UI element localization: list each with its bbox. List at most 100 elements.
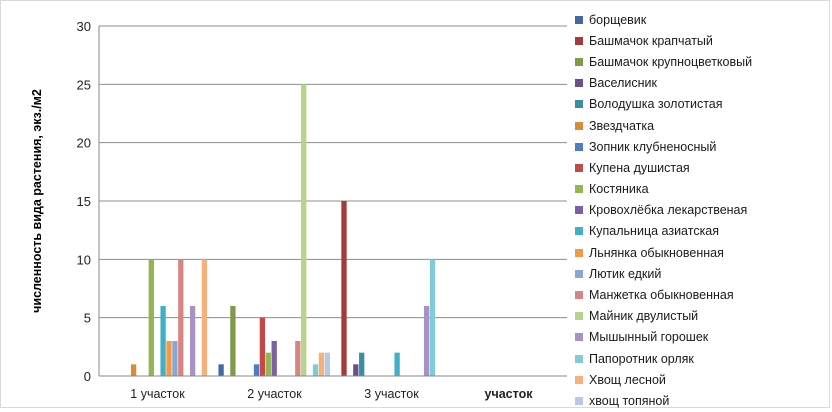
legend-swatch xyxy=(575,185,583,194)
legend-label: Башмачок крапчатый xyxy=(589,33,713,48)
bar xyxy=(218,364,224,376)
legend-swatch xyxy=(575,57,583,66)
y-tick-labels: 0 5 10 15 20 25 30 xyxy=(77,19,91,384)
bar xyxy=(178,259,184,376)
y-tick-label: 5 xyxy=(84,311,91,326)
bar xyxy=(312,364,319,376)
legend-label: Папоротник орляк xyxy=(589,351,694,366)
legend-item: Купальница азиатская xyxy=(575,221,831,242)
legend-swatch xyxy=(575,375,583,384)
legend-item: Майник двулистый xyxy=(575,306,831,327)
bar xyxy=(230,306,236,376)
bar xyxy=(259,317,266,376)
legend-swatch xyxy=(575,100,583,109)
legend-item: борщевик xyxy=(575,9,831,30)
legend-item: Володушка золотистая xyxy=(575,94,831,115)
bar xyxy=(189,306,196,376)
bars xyxy=(130,84,436,376)
bar xyxy=(423,306,430,376)
legend-swatch xyxy=(575,291,583,300)
legend-swatch xyxy=(575,396,583,405)
bar xyxy=(265,352,271,376)
legend-label: Васелисник xyxy=(589,76,657,91)
bar xyxy=(201,259,208,376)
legend-label: Мышынный горошек xyxy=(589,330,709,345)
bar xyxy=(166,341,172,376)
legend-item: Лютик едкий xyxy=(575,263,831,284)
legend-label: Башмачок крупноцветковый xyxy=(589,54,753,69)
y-tick-label: 25 xyxy=(77,77,91,92)
bar xyxy=(253,364,260,376)
legend-label: борщевик xyxy=(589,12,647,27)
legend-item: Льнянка обыкновенная xyxy=(575,242,831,263)
legend-label: Купена душистая xyxy=(589,160,690,175)
legend-label: Хвощ лесной xyxy=(589,372,666,387)
legend-swatch xyxy=(575,163,583,172)
legend-item: Костяника xyxy=(575,179,831,200)
legend-label: Зопник клубненосный xyxy=(589,139,717,154)
x-tick-labels: 1 участок 2 участок 3 участок участок xyxy=(130,387,533,401)
bar xyxy=(295,341,301,376)
legend-label: Костяника xyxy=(589,182,649,197)
bar xyxy=(130,364,137,376)
legend-item: Зопник клубненосный xyxy=(575,136,831,157)
legend-swatch xyxy=(575,15,583,24)
legend-swatch xyxy=(575,79,583,88)
legend-label: Лютик едкий xyxy=(589,266,662,281)
legend-item: Купена душистая xyxy=(575,157,831,178)
bar xyxy=(359,352,365,376)
legend-label: Купальница азиатская xyxy=(589,224,720,239)
legend-label: хвощ топяной xyxy=(589,393,670,408)
legend-swatch xyxy=(575,312,583,321)
legend-label: Кровохлёбка лекарственая xyxy=(589,203,748,218)
legend-swatch xyxy=(575,36,583,45)
y-tick-label: 30 xyxy=(77,19,91,34)
bar xyxy=(394,352,400,376)
legend-item: Папоротник орляк xyxy=(575,348,831,369)
y-tick-label: 15 xyxy=(77,194,91,209)
x-tick-label: 3 участок xyxy=(364,387,419,401)
legend-swatch xyxy=(575,269,583,278)
legend-swatch xyxy=(575,206,583,215)
legend-label: Володушка золотистая xyxy=(589,97,723,112)
y-tick-label: 20 xyxy=(77,136,91,151)
bar xyxy=(148,259,154,376)
bar xyxy=(172,341,178,376)
bar xyxy=(341,201,347,376)
x-tick-label: 1 участок xyxy=(130,387,185,401)
y-tick-label: 0 xyxy=(84,369,91,384)
bar xyxy=(429,259,436,376)
legend-item: Хвощ лесной xyxy=(575,369,831,390)
legend-item: Васелисник xyxy=(575,73,831,94)
legend-label: Майник двулистый xyxy=(589,309,699,324)
y-axis-title: численность вида растения, экз./м2 xyxy=(30,89,44,313)
bar xyxy=(353,364,359,376)
legend-label: Манжетка обыкновенная xyxy=(589,288,734,303)
legend-swatch xyxy=(575,248,583,257)
legend-item: Мышынный горошек xyxy=(575,327,831,348)
legend-item: Башмачок крупноцветковый xyxy=(575,51,831,72)
legend-swatch xyxy=(575,142,583,151)
legend-swatch xyxy=(575,354,583,363)
legend-item: Звездчатка xyxy=(575,115,831,136)
legend: борщевик Башмачок крапчатый Башмачок крупн… xyxy=(575,9,831,412)
x-tick-label: участок xyxy=(485,387,534,401)
x-tick-label: 2 участок xyxy=(247,387,302,401)
legend-swatch xyxy=(575,121,583,130)
bar xyxy=(301,84,307,376)
legend-label: Звездчатка xyxy=(589,118,655,133)
bar xyxy=(318,352,325,376)
bar xyxy=(271,341,277,376)
legend-swatch xyxy=(575,227,583,236)
legend-item: Кровохлёбка лекарственая xyxy=(575,200,831,221)
legend-item: Башмачок крапчатый xyxy=(575,30,831,51)
legend-swatch xyxy=(575,333,583,342)
legend-item: Манжетка обыкновенная xyxy=(575,284,831,305)
y-tick-label: 10 xyxy=(77,252,91,267)
legend-item: хвощ топяной xyxy=(575,390,831,411)
grid-lines xyxy=(99,25,567,319)
bar xyxy=(324,352,330,376)
bar xyxy=(160,306,166,376)
